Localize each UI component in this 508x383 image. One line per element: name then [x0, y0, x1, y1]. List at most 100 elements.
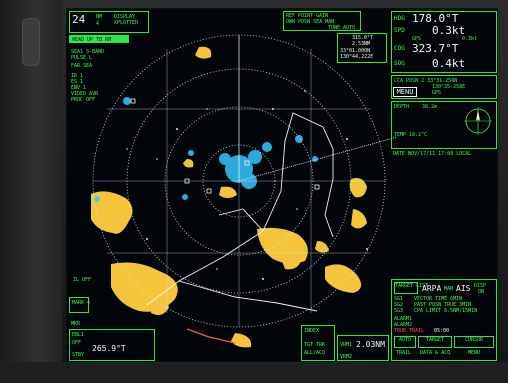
route-lines: [146, 112, 334, 312]
cursor-readout: 315.0°T 2.53NM 33°01.000N 130°44.222E: [337, 33, 387, 63]
range-box[interactable]: 24 NM 4 DISPLAY XPLOTTER: [69, 11, 149, 33]
compass-rose-icon: [464, 107, 492, 135]
signal-settings-box[interactable]: REF POINT GAIN OWN POSN SEA MAN TUNE AUT…: [283, 11, 361, 31]
vrm1-label: VRM1: [340, 342, 353, 348]
cursor-label: CURSOR: [464, 337, 484, 343]
ais-on: ON: [478, 289, 485, 295]
vrm-box[interactable]: VRM1 2.03NM VRM2: [337, 335, 389, 361]
trail-label: TRAIL: [396, 350, 412, 356]
noise-speckle: [126, 90, 368, 280]
display-label: DISPLAY: [114, 14, 136, 20]
sog-value: 0.4kt: [432, 57, 466, 70]
presentation-mode: HEAD UP TB RM: [72, 37, 112, 43]
auto-button[interactable]: AUTO: [394, 336, 416, 348]
vrm1-value: 2.03NM: [356, 340, 385, 349]
spd-label: SPD: [394, 27, 405, 34]
monitor-bottom-edge: [0, 362, 508, 383]
pulse-label: PULSE L: [71, 55, 93, 61]
cpa-limit-line: CPA LIMIT 0.5NM/15MIN: [414, 308, 478, 314]
target-label: TARGET: [425, 337, 445, 343]
all-acq-label: ALL/ACQ: [304, 350, 326, 356]
arpa-mode: MAN: [444, 286, 454, 292]
pos-line-1: CCA POSN 2 33°31.256N: [394, 78, 458, 84]
tgt-trk-box[interactable]: INDEX TGT TRK ALL/ACQ: [301, 325, 335, 361]
depth-box: DEPTH 38.2m TEMP 18.2°C: [391, 101, 497, 149]
spd-sub-value: 0.3kt: [462, 36, 478, 42]
radar-ppi[interactable]: [67, 9, 498, 362]
alarm2-label: ALARM2: [394, 322, 413, 328]
cog-label: COG: [394, 45, 405, 52]
index-label: INDEX: [304, 328, 320, 334]
nav-data-box: HDG 178.0°T SPD 0.3kt GPS 0.3kt COG 323.…: [391, 11, 497, 73]
ais-disp: DISP: [474, 283, 487, 289]
past-posn-line: PAST POSN TRUE 3MIN: [414, 302, 472, 308]
alarm1-label: ALARM1: [394, 316, 413, 322]
sg3-label: SG3: [394, 308, 404, 314]
vrm2-label: VRM2: [340, 354, 353, 360]
bezel-knob: [22, 18, 40, 66]
range-unit: NM: [96, 14, 103, 20]
plotter-label: XPLOTTER: [114, 20, 139, 26]
arpa-panel: TARGET LIST ARPA MAN AIS DISP ON VECTOR …: [391, 279, 497, 361]
ebl-box[interactable]: EBL1 OFF STBY 265.9°T: [69, 329, 155, 361]
mark-box[interactable]: MARK 4: [69, 297, 91, 313]
mark-label: MARK 4: [72, 300, 91, 306]
pos-line-2: 130°35.258E: [432, 84, 466, 90]
own-posn-line: OWN POSN SEA MAN: [286, 19, 335, 25]
arpa-label: ARPA: [422, 284, 442, 293]
target-data-acq-button[interactable]: TARGET: [418, 336, 452, 348]
ir-line-1: IR 1: [71, 73, 84, 79]
cursor-menu-button[interactable]: CURSOR: [454, 336, 494, 348]
spd-source: GPS: [412, 36, 422, 42]
sg1-label: SG1: [394, 296, 404, 302]
vector-line: VECTOR TIME 6MIN: [414, 296, 463, 302]
true-trail: [186, 328, 236, 344]
range-value: 24: [72, 13, 86, 26]
target-symbols[interactable]: [130, 98, 320, 194]
trail-time: 05:00: [434, 328, 450, 334]
data-acq-label: DATA & ACQ: [420, 350, 451, 356]
target-list-button[interactable]: TARGET LIST: [394, 282, 428, 294]
radar-screen: 24 NM 4 DISPLAY XPLOTTER HEAD UP TB RM S…: [66, 8, 498, 362]
il-off-label: IL OFF: [73, 277, 92, 283]
ebl-line: [238, 136, 398, 182]
depth-value: 38.2m: [422, 104, 438, 110]
ais-label: AIS: [456, 284, 471, 293]
ir-line-4: VIDEO AVR: [71, 91, 99, 97]
date-line: DATE NOV/17/11 17:00 LOCAL: [393, 151, 472, 157]
menu-button[interactable]: MENU: [393, 87, 417, 97]
tgt-trk-label: TGT TRK: [304, 342, 326, 348]
sg2-label: SG2: [394, 302, 404, 308]
menu2-label: MENU: [468, 350, 481, 356]
cursor-bearing: 315.0°T: [352, 35, 374, 41]
mkr-label: MKR: [71, 321, 81, 327]
cog-value: 323.7°T: [412, 42, 459, 55]
ir-line-5: PROC OFF: [71, 97, 96, 103]
ebl-label: EBL1: [72, 332, 85, 338]
temp-label: TEMP 18.2°C: [394, 132, 428, 138]
land-echoes: [91, 46, 367, 348]
cursor-range: 2.53NM: [352, 41, 371, 47]
status-line-1: SEA1 S-BAND: [71, 49, 105, 55]
depth-label: DEPTH: [394, 104, 410, 110]
true-trail-label: TRUE TRAIL: [394, 328, 425, 334]
ebl-off: OFF: [72, 340, 82, 346]
cursor-lon: 130°44.222E: [340, 54, 374, 60]
ebl-value: 265.9°T: [92, 344, 126, 353]
sog-label: SOG: [394, 60, 405, 67]
stby-label: STBY: [72, 352, 85, 358]
ir-line-2: ES 1: [71, 79, 84, 85]
cursor-lat: 33°01.000N: [340, 48, 371, 54]
ring-interval: 4: [96, 21, 100, 27]
position-box: CCA POSN 2 33°31.256N 130°35.258E GPS: [391, 75, 497, 99]
ir-line-3: ENV 1: [71, 85, 87, 91]
tune-line: TUNE AUTO: [328, 25, 356, 31]
status-line-3: FAR SEA: [71, 63, 93, 69]
hdg-value: 178.0°T: [412, 12, 459, 25]
pos-line-3: GPS: [432, 90, 442, 96]
ref-point-line: REF POINT GAIN: [286, 13, 329, 19]
monitor-side: [0, 0, 62, 383]
mode-box[interactable]: HEAD UP TB RM: [69, 35, 129, 43]
auto-label: AUTO: [398, 337, 412, 343]
hdg-label: HDG: [394, 15, 405, 22]
